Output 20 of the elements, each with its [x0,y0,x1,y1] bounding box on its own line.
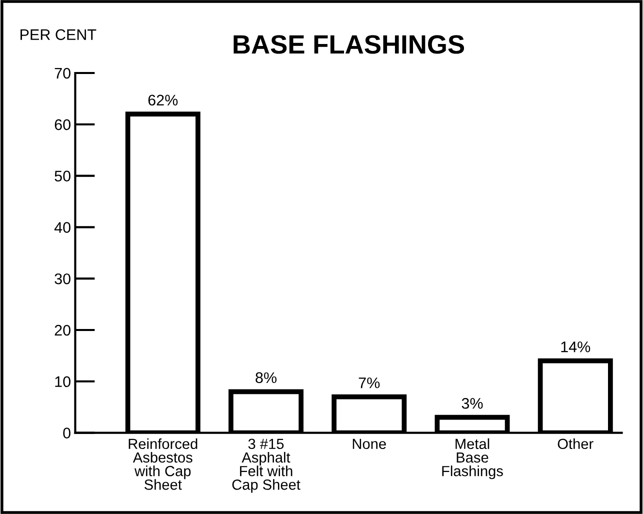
data-label: 3% [462,398,483,409]
x-tick-label: 3 #15 Asphalt Felt with Cap Sheet [232,438,300,493]
x-tick-label: None [352,438,386,450]
y-axis-title: PER CENT [20,29,96,40]
data-label: 7% [358,377,380,388]
data-label: 8% [256,372,277,384]
x-tick-label: Other [558,438,594,450]
y-tick-label: 0 [63,428,70,438]
data-label: 14% [561,342,590,352]
y-tick-label: 40 [54,222,70,233]
y-tick-label: 50 [54,170,70,182]
chart-title: BASE FLASHINGS [234,35,464,54]
x-tick-label: Reinforced Asbestos with Cap Sheet [128,438,198,490]
y-tick-label: 30 [54,273,70,284]
data-label: 62% [148,94,178,106]
x-tick-label: Metal Base Flashings [442,438,503,480]
y-tick-label: 20 [54,324,70,336]
y-tick-label: 70 [54,68,70,79]
y-tick-label: 10 [55,376,70,388]
y-tick-label: 60 [54,119,70,130]
